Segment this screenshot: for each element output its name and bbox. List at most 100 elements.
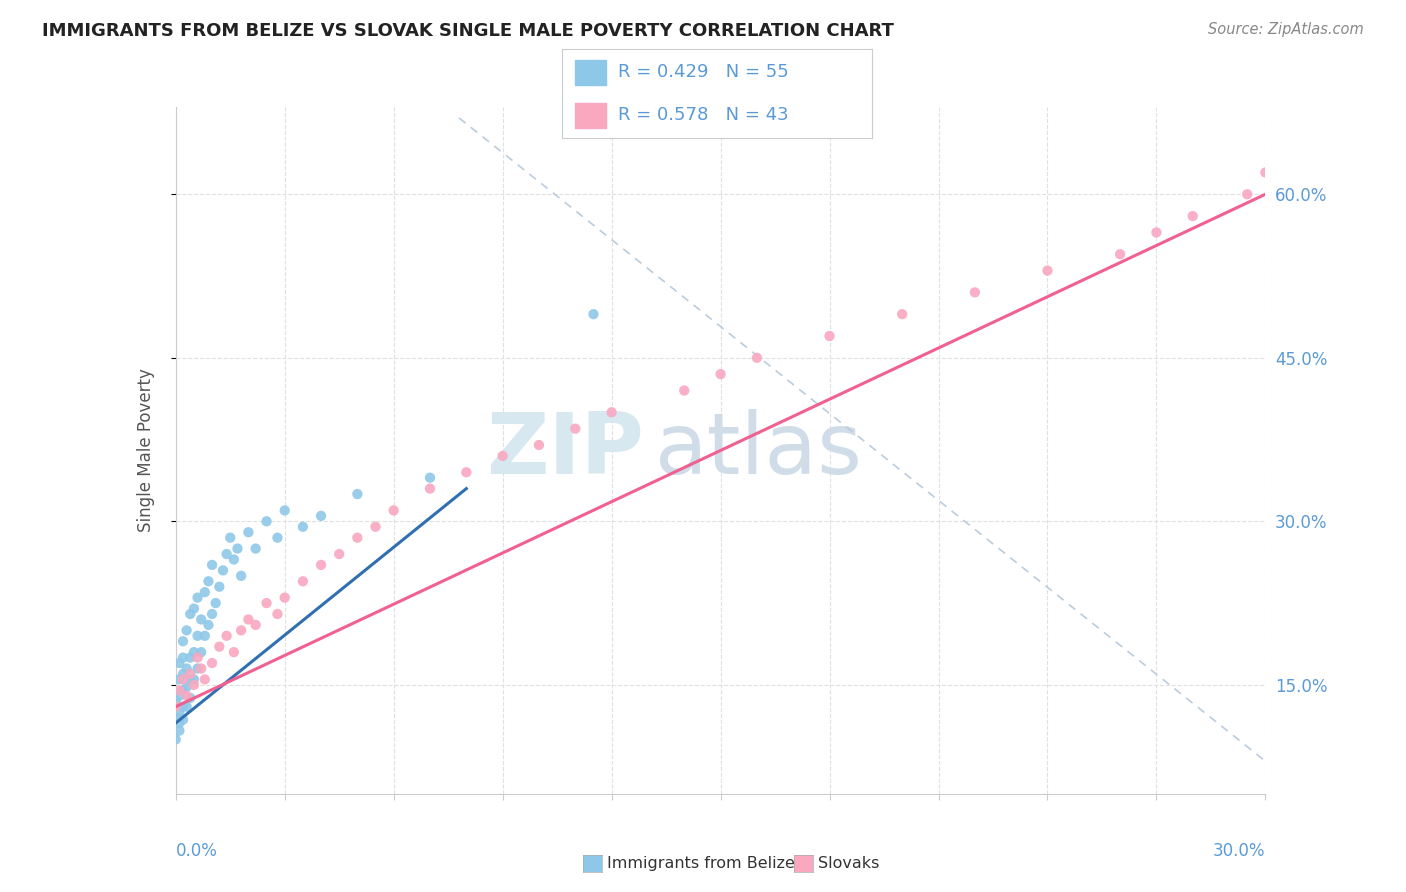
Point <box>176 624 198 638</box>
Point <box>212 563 235 577</box>
Point <box>165 732 187 747</box>
Point <box>1254 165 1277 179</box>
Point <box>346 531 368 545</box>
Point <box>172 634 194 648</box>
Point <box>266 531 288 545</box>
Text: R = 0.429   N = 55: R = 0.429 N = 55 <box>619 62 789 81</box>
Text: R = 0.578   N = 43: R = 0.578 N = 43 <box>619 105 789 124</box>
Point <box>179 673 201 687</box>
Point <box>222 552 245 566</box>
Point <box>201 656 224 670</box>
Point <box>492 449 515 463</box>
Text: 30.0%: 30.0% <box>1213 842 1265 860</box>
Point <box>183 601 205 615</box>
Point <box>172 683 194 698</box>
Point <box>215 547 238 561</box>
Text: Slovaks: Slovaks <box>818 856 880 871</box>
Point <box>169 689 191 703</box>
Point <box>256 596 278 610</box>
Point <box>891 307 914 321</box>
Point <box>183 645 205 659</box>
Point <box>183 673 205 687</box>
Point <box>194 673 217 687</box>
Point <box>564 422 586 436</box>
Text: 0.0%: 0.0% <box>176 842 218 860</box>
Point <box>582 307 605 321</box>
Point <box>169 656 191 670</box>
Point <box>172 713 194 727</box>
Point <box>309 558 332 572</box>
Point <box>745 351 768 365</box>
Point <box>169 673 191 687</box>
Point <box>245 541 267 556</box>
Text: IMMIGRANTS FROM BELIZE VS SLOVAK SINGLE MALE POVERTY CORRELATION CHART: IMMIGRANTS FROM BELIZE VS SLOVAK SINGLE … <box>42 22 894 40</box>
Point <box>274 503 297 517</box>
Point <box>179 650 201 665</box>
Point <box>190 612 212 626</box>
Point <box>165 694 187 708</box>
Point <box>186 629 209 643</box>
Point <box>328 547 350 561</box>
Point <box>172 650 194 665</box>
Point <box>266 607 288 621</box>
Point <box>169 683 191 698</box>
Point <box>169 705 191 719</box>
Point <box>1036 263 1059 277</box>
Point <box>527 438 550 452</box>
Point <box>176 661 198 675</box>
FancyBboxPatch shape <box>575 60 606 85</box>
Point <box>172 699 194 714</box>
Point <box>274 591 297 605</box>
Point <box>194 629 217 643</box>
Point <box>190 645 212 659</box>
Point <box>201 558 224 572</box>
Point <box>238 612 260 626</box>
Point <box>1109 247 1132 261</box>
Point <box>222 645 245 659</box>
Text: atlas: atlas <box>655 409 863 492</box>
Point <box>1146 226 1168 240</box>
Point <box>215 629 238 643</box>
Point <box>456 465 478 479</box>
Point <box>208 640 231 654</box>
Point <box>818 329 841 343</box>
Point <box>963 285 986 300</box>
Point <box>165 710 187 724</box>
Point <box>291 520 314 534</box>
Text: ZIP: ZIP <box>486 409 644 492</box>
Point <box>169 723 191 738</box>
Point <box>673 384 696 398</box>
Point <box>176 689 198 703</box>
Point <box>256 514 278 528</box>
Point <box>201 607 224 621</box>
Point <box>172 667 194 681</box>
Point <box>419 471 441 485</box>
Point <box>179 690 201 705</box>
Text: Source: ZipAtlas.com: Source: ZipAtlas.com <box>1208 22 1364 37</box>
Point <box>197 618 219 632</box>
Point <box>364 520 387 534</box>
Point <box>197 574 219 589</box>
Point <box>419 482 441 496</box>
Point <box>231 569 253 583</box>
Point <box>1236 187 1258 202</box>
Point <box>291 574 314 589</box>
Text: Immigrants from Belize: Immigrants from Belize <box>607 856 796 871</box>
Point <box>226 541 249 556</box>
Point <box>183 678 205 692</box>
Point <box>190 661 212 675</box>
Point <box>176 699 198 714</box>
Point <box>238 525 260 540</box>
Point <box>382 503 405 517</box>
Y-axis label: Single Male Poverty: Single Male Poverty <box>136 368 155 533</box>
Point <box>710 367 733 381</box>
Point <box>179 607 201 621</box>
Point <box>186 591 209 605</box>
Point <box>204 596 226 610</box>
Point <box>219 531 242 545</box>
Point <box>169 716 191 731</box>
Point <box>176 680 198 694</box>
Point <box>245 618 267 632</box>
Point <box>1181 209 1204 223</box>
Point <box>186 661 209 675</box>
